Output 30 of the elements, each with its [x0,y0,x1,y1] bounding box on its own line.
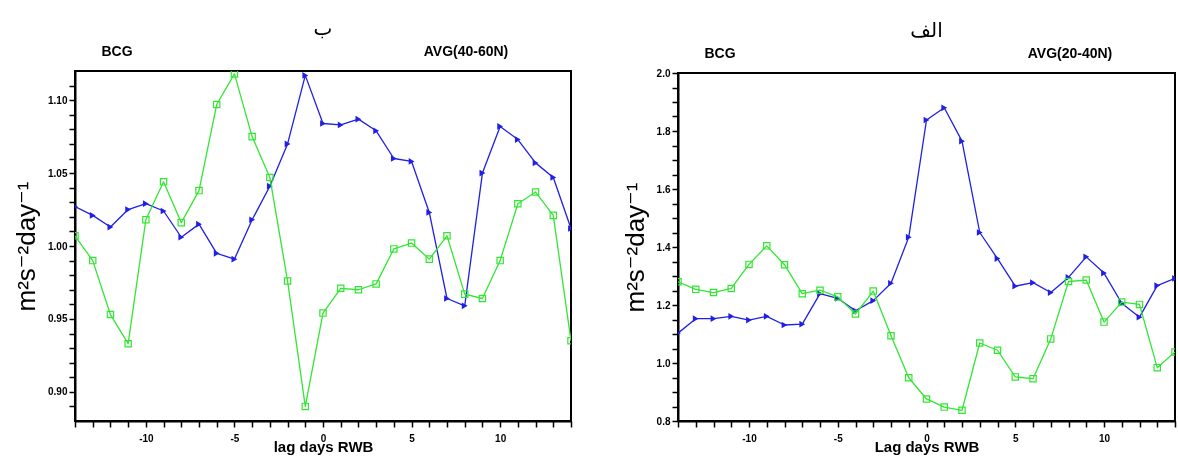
y-tick-label: 0.90 [48,386,68,398]
x-tick-label: 10 [495,432,507,444]
text: BCG [704,45,736,61]
x-tick-label: 5 [1012,432,1019,444]
y-tick-label: 1.6 [656,183,671,195]
x-tick-label: 5 [409,432,416,444]
y-tick-label: 1.2 [656,299,671,311]
y-tick-label: 1.8 [656,125,671,137]
y-tick-label: 0.95 [48,313,68,325]
y-tick-label: 1.10 [48,94,68,106]
y-tick-label: 1.4 [656,241,671,253]
x-tick-label: 0 [924,432,931,444]
y-tick-label: 0.8 [656,415,671,427]
x-tick-label: -5 [230,432,240,444]
y-axis-title: m²s⁻²day⁻¹ [619,182,650,313]
x-tick-label: -10 [742,432,758,444]
y-tick-label: 1.05 [48,167,68,179]
text: BCG [101,43,133,59]
x-tick-label: -5 [833,432,844,444]
chart-title: ب [313,17,333,39]
y-tick-label: 1.00 [48,240,68,252]
text: AVG(40-60N) [423,43,509,59]
x-tick-label: -10 [139,432,155,444]
x-tick-label: 0 [320,432,327,444]
x-tick-label: 10 [1098,432,1111,444]
y-axis-title: m²s⁻²day⁻¹ [11,181,42,312]
y-tick-label: 1.0 [656,357,671,369]
text: AVG(20-40N) [1027,45,1113,61]
chart-title: الف [910,19,943,41]
y-tick-label: 2.0 [656,67,671,79]
